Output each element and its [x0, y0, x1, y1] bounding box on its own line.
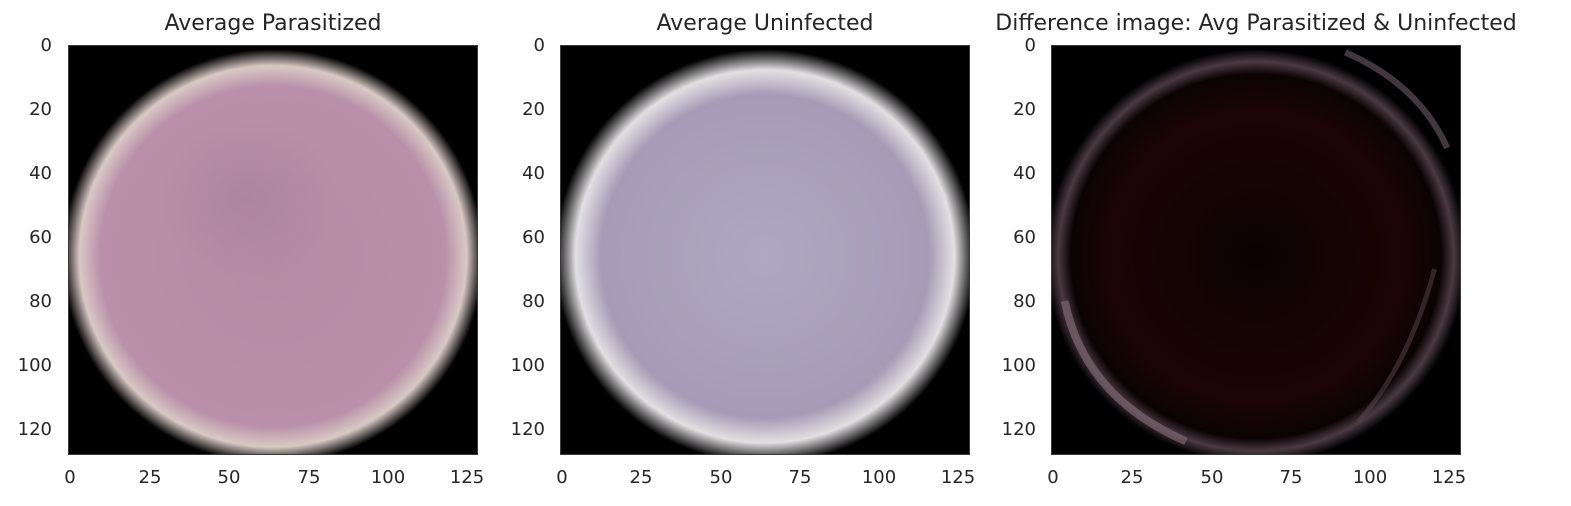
parasitized-cell-shading	[132, 109, 388, 333]
p2-ytick-120: 120	[510, 419, 545, 440]
p2-ytick-20: 20	[522, 99, 545, 120]
p3-xtick-100: 100	[1352, 467, 1388, 488]
p3-xtick-75: 75	[1279, 467, 1303, 488]
p2-xtick-100: 100	[861, 467, 897, 488]
p2-xtick-50: 50	[709, 467, 733, 488]
uninfected-cell	[561, 49, 969, 454]
panel-title-parasitized: Average Parasitized	[164, 11, 382, 36]
image-average-parasitized	[68, 45, 478, 455]
p2-xtick-75: 75	[788, 467, 812, 488]
p3-xtick-25: 25	[1120, 467, 1144, 488]
image-average-uninfected	[560, 45, 970, 455]
p3-xtick-125: 125	[1431, 467, 1467, 488]
p3-ytick-20: 20	[1013, 99, 1036, 120]
p3-ytick-80: 80	[1013, 291, 1036, 312]
p3-xtick-0: 0	[1047, 467, 1059, 488]
uninfected-cell-image	[561, 46, 969, 454]
difference-image	[1052, 46, 1460, 454]
p1-xtick-75: 75	[297, 467, 321, 488]
panel-title-uninfected: Average Uninfected	[656, 11, 874, 36]
p3-ytick-0: 0	[1024, 35, 1036, 56]
p2-ytick-80: 80	[522, 291, 545, 312]
parasitized-cell-image	[69, 46, 477, 454]
p2-xtick-125: 125	[940, 467, 976, 488]
p1-xtick-125: 125	[449, 467, 485, 488]
p1-xtick-25: 25	[138, 467, 162, 488]
difference-rim-lower-left	[1060, 300, 1188, 445]
p1-ytick-60: 60	[29, 227, 52, 248]
p1-ytick-80: 80	[29, 291, 52, 312]
panel-title-difference: Difference image: Avg Parasitized & Unin…	[995, 11, 1517, 36]
difference-cell	[1052, 49, 1460, 454]
p1-ytick-120: 120	[17, 419, 52, 440]
p2-xtick-0: 0	[556, 467, 568, 488]
p2-ytick-100: 100	[510, 355, 545, 376]
p1-ytick-0: 0	[40, 35, 52, 56]
p1-ytick-100: 100	[17, 355, 52, 376]
p2-ytick-0: 0	[533, 35, 545, 56]
p3-ytick-120: 120	[1001, 419, 1036, 440]
p3-ytick-100: 100	[1001, 355, 1036, 376]
difference-rim-lower-right	[1356, 268, 1437, 424]
difference-rim-upper-right	[1343, 49, 1451, 150]
image-difference	[1051, 45, 1461, 455]
p1-ytick-20: 20	[29, 99, 52, 120]
p3-ytick-40: 40	[1013, 163, 1036, 184]
p2-ytick-60: 60	[522, 227, 545, 248]
p2-ytick-40: 40	[522, 163, 545, 184]
p2-xtick-25: 25	[629, 467, 653, 488]
p3-ytick-60: 60	[1013, 227, 1036, 248]
p1-xtick-0: 0	[64, 467, 76, 488]
p1-xtick-100: 100	[370, 467, 406, 488]
p3-xtick-50: 50	[1200, 467, 1224, 488]
p1-xtick-50: 50	[217, 467, 241, 488]
p1-ytick-40: 40	[29, 163, 52, 184]
